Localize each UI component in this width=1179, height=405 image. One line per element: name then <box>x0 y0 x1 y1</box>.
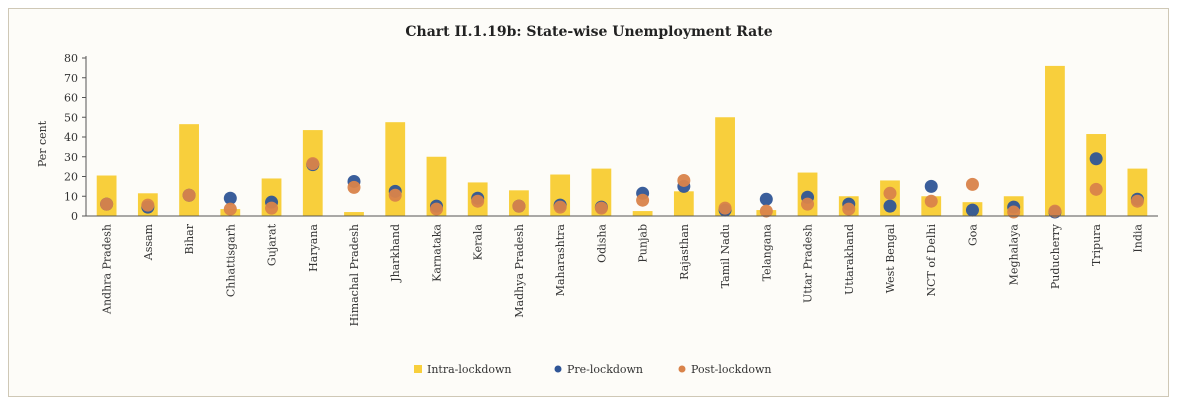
dot-post-lockdown <box>223 202 237 216</box>
bar-intra-lockdown <box>344 212 364 216</box>
dot-post-lockdown <box>842 202 856 216</box>
legend-intra-lockdown-swatch <box>414 365 422 373</box>
dot-post-lockdown <box>429 202 443 216</box>
y-tick-label: 40 <box>64 131 78 144</box>
x-tick-label: Bihar <box>183 223 196 254</box>
dot-post-lockdown <box>718 201 732 215</box>
x-tick-label: Rajasthan <box>678 224 691 280</box>
dot-post-lockdown <box>306 157 320 171</box>
x-tick-label: Kerala <box>472 224 485 261</box>
bar-series <box>96 65 1148 217</box>
x-tick-label: West Bengal <box>884 224 897 294</box>
y-tick-label: 30 <box>64 151 78 164</box>
dot-post-lockdown <box>100 197 114 211</box>
dot-post-lockdown <box>883 186 897 200</box>
dot-post-lockdown <box>1048 204 1062 218</box>
x-tick-label: Maharashtra <box>554 224 567 297</box>
y-tick-label: 60 <box>64 92 78 105</box>
dot-post-lockdown <box>1089 182 1103 196</box>
y-tick-label: 80 <box>64 52 78 65</box>
x-tick-label: India <box>1131 224 1144 253</box>
x-tick-label: Assam <box>142 223 155 261</box>
legend: Intra-lockdown Pre-lockdown Post-lockdown <box>414 363 772 376</box>
dot-post-lockdown <box>965 177 979 191</box>
dot-post-lockdown <box>677 173 691 187</box>
x-tick-label: Gujarat <box>266 223 279 266</box>
dot-pre-lockdown <box>223 191 237 205</box>
bar-intra-lockdown <box>385 122 406 216</box>
x-tick-label: Uttar Pradesh <box>802 224 815 303</box>
y-tick-label: 10 <box>64 190 78 203</box>
x-tick-label: Jharkhand <box>389 224 402 283</box>
dot-pre-lockdown <box>883 199 897 213</box>
dot-pre-lockdown <box>1089 152 1103 166</box>
dot-post-lockdown <box>1007 205 1021 219</box>
bar-intra-lockdown <box>632 211 653 216</box>
y-tick-label: 70 <box>64 72 78 85</box>
x-tick-label: Uttarakhand <box>843 224 856 295</box>
dot-post-lockdown <box>759 204 773 218</box>
x-tick-label: Telangana <box>760 224 773 282</box>
dot-post-lockdown <box>594 201 608 215</box>
dot-post-lockdown <box>347 180 361 194</box>
dot-pre-lockdown <box>759 192 773 206</box>
x-tick-label: Meghalaya <box>1008 224 1021 286</box>
dot-post-lockdown <box>553 200 567 214</box>
y-tick-label: 0 <box>71 210 78 223</box>
dot-post-lockdown <box>182 188 196 202</box>
x-tick-label: Puducherry <box>1049 223 1062 289</box>
bar-intra-lockdown <box>179 124 199 216</box>
dot-post-lockdown <box>388 188 402 202</box>
dot-post-lockdown <box>265 201 279 215</box>
legend-pre-lockdown-swatch <box>554 365 562 373</box>
x-tick-label: Tamil Nadu <box>719 224 732 288</box>
dot-post-lockdown <box>924 194 938 208</box>
x-tick-label: Madhya Pradesh <box>513 224 526 318</box>
x-tick-label: Chhattisgarh <box>224 224 237 297</box>
x-tick-label: Odisha <box>595 224 608 263</box>
bar-intra-lockdown <box>302 130 323 216</box>
dot-series <box>100 152 1144 219</box>
chart-title: Chart II.1.19b: State-wise Unemployment … <box>405 24 772 40</box>
dot-post-lockdown <box>801 197 815 211</box>
legend-intra-lockdown-label: Intra-lockdown <box>427 363 512 376</box>
bar-intra-lockdown <box>1127 168 1148 216</box>
dot-post-lockdown <box>471 194 485 208</box>
x-tick-label: Tripura <box>1090 224 1103 266</box>
legend-post-lockdown-label: Post-lockdown <box>691 363 772 376</box>
y-axis: 0 10 20 30 40 50 60 70 80 <box>64 52 87 223</box>
dot-pre-lockdown <box>965 203 979 217</box>
bar-intra-lockdown <box>1045 65 1065 217</box>
y-axis-label: Per cent <box>36 120 49 167</box>
x-tick-label: Andhra Pradesh <box>101 224 114 315</box>
x-tick-label: Goa <box>966 224 979 246</box>
dot-post-lockdown <box>141 198 155 212</box>
y-tick-label: 50 <box>64 111 78 124</box>
legend-pre-lockdown-label: Pre-lockdown <box>567 363 643 376</box>
x-tick-label: Himachal Pradesh <box>348 224 361 326</box>
bar-intra-lockdown <box>715 117 735 216</box>
legend-post-lockdown-swatch <box>678 365 686 373</box>
x-tick-label: Haryana <box>307 224 320 272</box>
x-axis: Andhra Pradesh Assam Bihar Chhattisgarh Guja… <box>86 215 1158 326</box>
x-tick-label: Karnataka <box>430 224 443 282</box>
bar-intra-lockdown <box>1086 134 1107 216</box>
y-tick-label: 20 <box>64 171 78 184</box>
dot-post-lockdown <box>1130 194 1144 208</box>
x-tick-label: Punjab <box>637 224 650 263</box>
dot-post-lockdown <box>512 199 526 213</box>
bar-intra-lockdown <box>673 191 694 216</box>
dot-pre-lockdown <box>924 179 938 193</box>
x-tick-label: NCT of Delhi <box>925 224 938 297</box>
dot-post-lockdown <box>636 193 650 207</box>
bar-intra-lockdown <box>426 156 447 216</box>
